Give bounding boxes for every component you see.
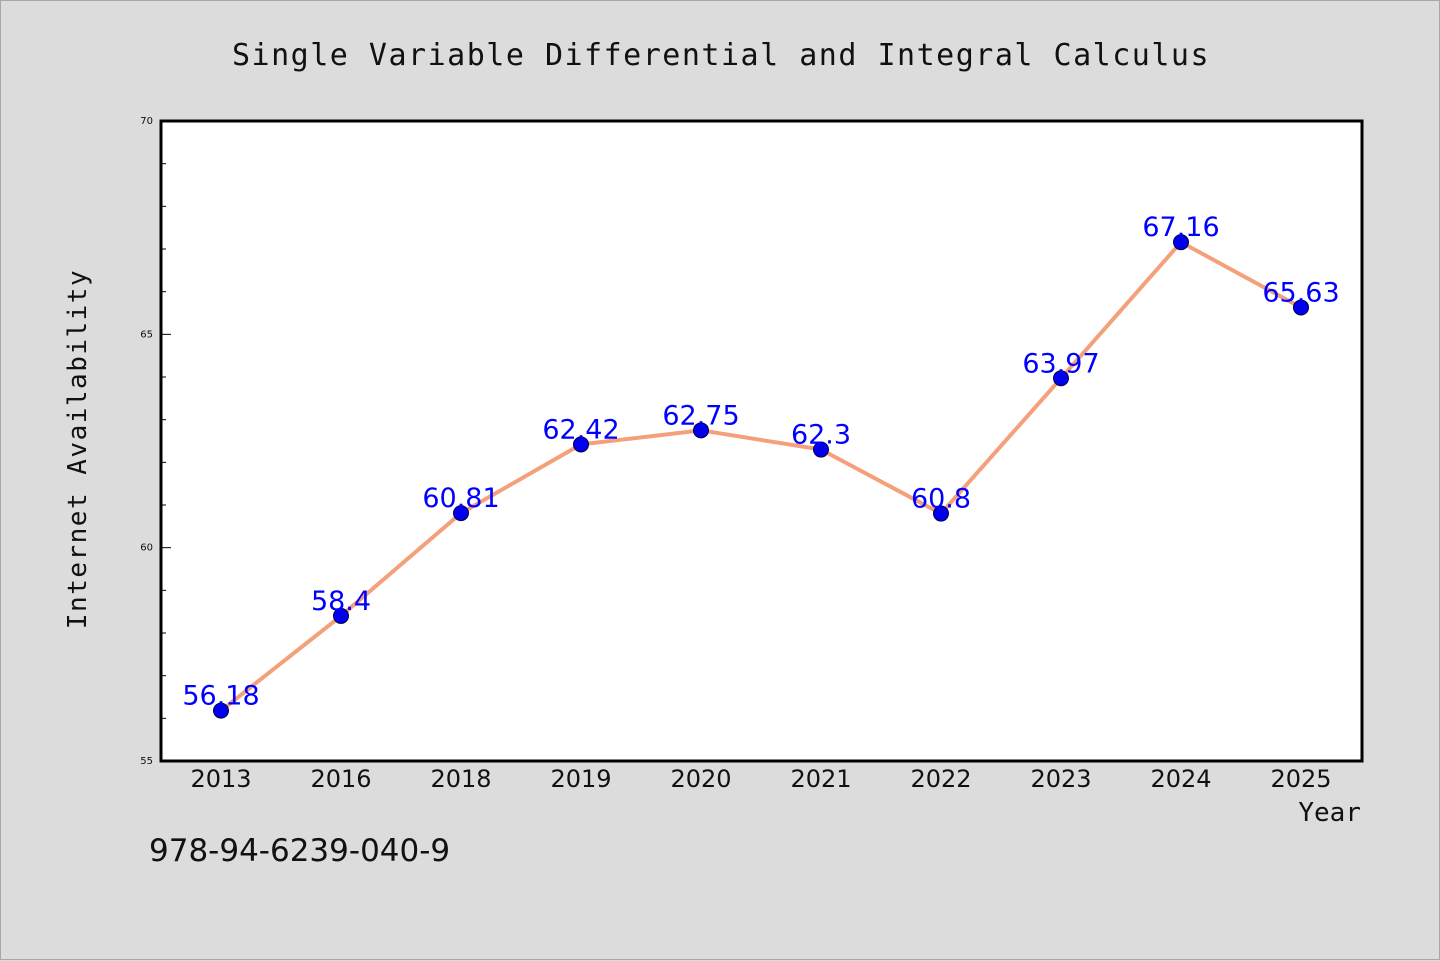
- x-tick-label: 2025: [1270, 765, 1331, 793]
- data-point: [213, 702, 229, 719]
- data-point: [933, 505, 949, 522]
- y-axis-label: Internet Availability: [63, 269, 93, 629]
- isbn-text: 978-94-6239-040-9: [149, 833, 451, 869]
- data-label: 65.63: [1262, 277, 1339, 308]
- y-tick-label: 60: [140, 543, 153, 554]
- chart-title: Single Variable Differential and Integra…: [232, 38, 1210, 73]
- x-axis-label: Year: [1298, 798, 1361, 828]
- series-line: [219, 240, 1303, 713]
- data-point: [693, 422, 709, 439]
- y-tick-label: 65: [140, 329, 153, 340]
- x-tick-label: 2013: [190, 765, 251, 793]
- data-label: 62.42: [542, 414, 619, 445]
- data-label: 62.75: [662, 400, 739, 431]
- data-point: [1293, 299, 1309, 316]
- y-tick-label: 70: [140, 116, 153, 127]
- x-tick-label: 2021: [790, 765, 851, 793]
- data-label: 62.3: [791, 420, 851, 451]
- data-point: [813, 441, 829, 458]
- x-tick-label: 2023: [1030, 765, 1091, 793]
- x-tick-label: 2018: [430, 765, 491, 793]
- plot-frame: [159, 119, 1364, 763]
- data-label: 60.81: [422, 483, 499, 514]
- data-point: [573, 436, 589, 453]
- x-tick-label: 2016: [310, 765, 371, 793]
- data-point: [333, 607, 349, 624]
- y-axis-tick-labels: 55 60 65 70: [140, 116, 153, 767]
- data-label: 56.18: [182, 681, 259, 712]
- data-label: 60.8: [911, 484, 971, 515]
- data-label: 67.16: [1142, 212, 1219, 243]
- data-point-markers: [213, 234, 1309, 719]
- x-tick-label: 2022: [910, 765, 971, 793]
- x-tick-label: 2019: [550, 765, 611, 793]
- data-labels: 56.18 58.4 60.81 62.42 62.75 62.3 60.8 63.97 67.…: [182, 212, 1339, 711]
- data-point: [1173, 234, 1189, 251]
- x-axis-tick-labels: 2013 2016 2018 2019 2020 2021 2022 2023 2024 2025: [190, 765, 1331, 793]
- data-point: [453, 505, 469, 522]
- x-tick-label: 2024: [1150, 765, 1211, 793]
- y-tick-label: 55: [140, 756, 153, 767]
- data-label: 58.4: [311, 586, 371, 617]
- data-point: [1053, 370, 1069, 387]
- x-tick-label: 2020: [670, 765, 731, 793]
- data-label: 63.97: [1022, 348, 1099, 379]
